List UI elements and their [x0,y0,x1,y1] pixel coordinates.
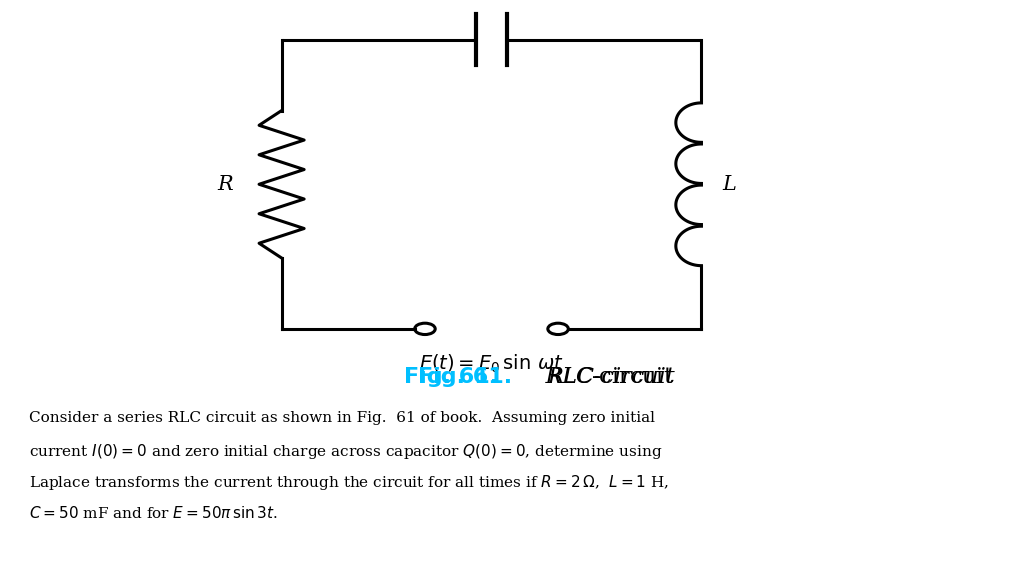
Text: Laplace transforms the current through the circuit for all times if $R = 2\,\Ome: Laplace transforms the current through t… [29,473,669,493]
Text: $C = 50$ mF and for $E = 50\pi\,\sin 3t$.: $C = 50$ mF and for $E = 50\pi\,\sin 3t$… [29,505,278,521]
Text: R: R [218,175,233,194]
Text: C: C [483,0,500,3]
Text: L: L [722,175,736,194]
Text: Fig. 61.: Fig. 61. [404,367,499,387]
Text: Consider a series RLC circuit as shown in Fig.  61 of book.  Assuming zero initi: Consider a series RLC circuit as shown i… [29,411,654,425]
Text: Fig. 61.: Fig. 61. [418,367,512,387]
Text: ​RLC‑circuit: ​RLC‑circuit [517,366,675,388]
Text: current $I(0) = 0$ and zero initial charge across capacitor $Q(0) = 0$, determin: current $I(0) = 0$ and zero initial char… [29,442,663,462]
Text: $\it{RLC}$-circuit: $\it{RLC}$-circuit [548,366,674,388]
Text: $E(t) = E_0\,\sin\,\omega t$: $E(t) = E_0\,\sin\,\omega t$ [419,353,564,375]
